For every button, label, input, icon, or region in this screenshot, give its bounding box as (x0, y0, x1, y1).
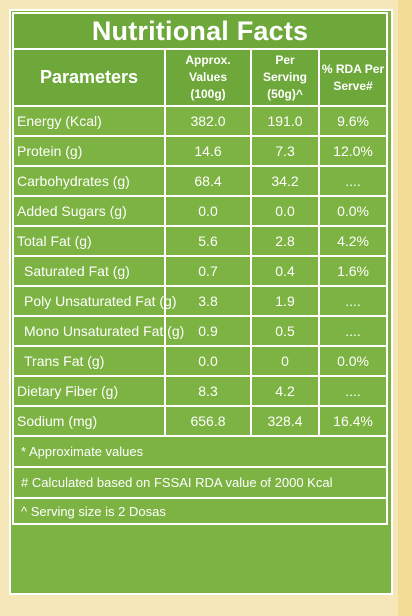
table-row: Carbohydrates (g) 68.4 34.2 .... (12, 165, 389, 197)
row-serving: 0 (250, 345, 320, 377)
table-row: Saturated Fat (g) 0.7 0.4 1.6% (12, 255, 389, 287)
row-rda: 16.4% (317, 405, 389, 437)
footnote-row: * Approximate values (11, 435, 389, 468)
header-rda-line2: Serve# (333, 78, 373, 93)
table-row: Added Sugars (g) 0.0 0.0 0.0% (12, 195, 389, 227)
row-name: Poly Unsaturated Fat (g) (12, 285, 177, 317)
header-rda: % RDA Per Serve# (317, 48, 389, 107)
header-rda-line1: % RDA Per (321, 61, 385, 76)
row-serving: 1.9 (250, 285, 320, 317)
row-approx: 0.7 (164, 255, 252, 287)
row-serving: 328.4 (250, 405, 320, 437)
nutrition-table: Nutritional Facts Parameters Approx. Val… (11, 12, 389, 525)
row-serving: 0.5 (250, 315, 320, 347)
header-per-serving: Per Serving (50g)^ (250, 48, 320, 107)
header-row: Parameters Approx. Values (100g) Per Ser… (12, 48, 389, 107)
row-serving: 34.2 (250, 165, 320, 197)
row-approx: 14.6 (164, 135, 252, 167)
header-serving-line1: Per Serving (262, 53, 307, 84)
header-approx-line1: Approx. Values (185, 53, 231, 84)
footnote-approximate: * Approximate values (11, 435, 389, 468)
row-approx: 68.4 (164, 165, 252, 197)
header-parameters: Parameters (12, 48, 166, 107)
row-serving: 191.0 (250, 105, 320, 137)
row-rda: .... (317, 285, 389, 317)
row-rda: .... (317, 315, 389, 347)
table-row: Energy (Kcal) 382.0 191.0 9.6% (12, 105, 389, 137)
row-approx: 3.8 (164, 285, 252, 317)
table-row: Poly Unsaturated Fat (g) 3.8 1.9 .... (12, 285, 389, 317)
row-name: Saturated Fat (g) (12, 255, 166, 287)
header-approx-values: Approx. Values (100g) (164, 48, 252, 107)
row-rda: 12.0% (317, 135, 389, 167)
row-name: Dietary Fiber (g) (12, 375, 166, 407)
footnote-serving-size: ^ Serving size is 2 Dosas (11, 497, 389, 525)
row-rda: 1.6% (317, 255, 389, 287)
row-rda: 4.2% (317, 225, 389, 257)
table-row: Total Fat (g) 5.6 2.8 4.2% (12, 225, 389, 257)
row-name: Trans Fat (g) (12, 345, 166, 377)
row-approx: 656.8 (164, 405, 252, 437)
footnote-rda-basis: # Calculated based on FSSAI RDA value of… (11, 466, 389, 499)
row-name: Total Fat (g) (12, 225, 166, 257)
table-row: Trans Fat (g) 0.0 0 0.0% (12, 345, 389, 377)
row-approx: 0.9 (164, 315, 252, 347)
row-name: Protein (g) (12, 135, 166, 167)
table-row: Dietary Fiber (g) 8.3 4.2 .... (12, 375, 389, 407)
row-rda: 0.0% (317, 345, 389, 377)
row-serving: 0.0 (250, 195, 320, 227)
row-approx: 5.6 (164, 225, 252, 257)
row-rda: .... (317, 165, 389, 197)
row-rda: 0.0% (317, 195, 389, 227)
row-serving: 4.2 (250, 375, 320, 407)
row-serving: 2.8 (250, 225, 320, 257)
row-name: Sodium (mg) (12, 405, 166, 437)
row-approx: 382.0 (164, 105, 252, 137)
row-approx: 0.0 (164, 195, 252, 227)
row-serving: 7.3 (250, 135, 320, 167)
footnote-row: ^ Serving size is 2 Dosas (11, 497, 389, 525)
row-rda: 9.6% (317, 105, 389, 137)
row-approx: 0.0 (164, 345, 252, 377)
row-name: Mono Unsaturated Fat (g) (12, 315, 184, 347)
row-name: Energy (Kcal) (12, 105, 166, 137)
header-serving-line2: (50g)^ (267, 87, 303, 101)
row-rda: .... (317, 375, 389, 407)
title-row: Nutritional Facts (11, 12, 389, 50)
row-approx: 8.3 (164, 375, 252, 407)
row-serving: 0.4 (250, 255, 320, 287)
table-title: Nutritional Facts (11, 12, 389, 50)
row-name: Added Sugars (g) (12, 195, 166, 227)
row-name: Carbohydrates (g) (12, 165, 166, 197)
background-strip (398, 0, 412, 616)
header-approx-line2: (100g) (190, 87, 226, 101)
table-row: Mono Unsaturated Fat (g) 0.9 0.5 .... (12, 315, 389, 347)
table-row: Protein (g) 14.6 7.3 12.0% (12, 135, 389, 167)
table-row: Sodium (mg) 656.8 328.4 16.4% (12, 405, 389, 437)
footnote-row: # Calculated based on FSSAI RDA value of… (11, 466, 389, 499)
